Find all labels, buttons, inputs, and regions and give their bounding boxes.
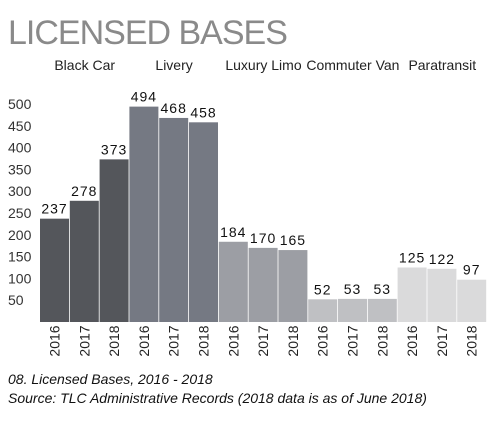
data-label: 53	[374, 281, 392, 297]
y-axis: 50 100 150 200 250 300 350 400 450 500	[8, 96, 32, 308]
data-label: 97	[463, 262, 481, 278]
data-label: 122	[429, 251, 455, 267]
x-tick-label: 2016	[404, 325, 420, 356]
bar	[189, 122, 218, 322]
x-tick-label: 2017	[166, 325, 182, 356]
data-label: 237	[41, 201, 67, 217]
x-tick-label: 2017	[76, 325, 92, 356]
x-tick-label: 2016	[136, 325, 152, 356]
bar	[397, 267, 427, 322]
bar	[457, 279, 487, 322]
y-tick-label: 300	[8, 183, 32, 199]
x-tick-label: 2016	[47, 325, 63, 356]
x-tick-label: 2017	[434, 325, 450, 356]
x-tick-label: 2018	[196, 325, 212, 356]
bar	[99, 159, 129, 322]
x-tick-label: 2018	[374, 325, 390, 356]
bar	[308, 299, 338, 322]
group-label: Paratransit	[408, 57, 476, 73]
x-tick-label: 2016	[225, 325, 241, 356]
group-label: Black Car	[54, 57, 115, 73]
x-tick-label: 2018	[464, 325, 480, 356]
bar	[40, 218, 69, 322]
data-label: 468	[161, 100, 187, 116]
y-tick-label: 250	[8, 205, 32, 221]
bars	[40, 106, 487, 323]
y-tick-label: 400	[8, 140, 32, 156]
y-tick-label: 150	[8, 249, 32, 265]
data-label: 494	[131, 89, 157, 105]
source-note: Source: TLC Administrative Records (2018…	[8, 390, 427, 406]
y-tick-label: 200	[8, 227, 32, 243]
y-tick-label: 350	[8, 161, 32, 177]
data-label: 170	[250, 230, 276, 246]
data-label: 165	[280, 232, 306, 248]
bar	[129, 106, 159, 322]
bar	[248, 247, 278, 322]
x-tick-label: 2016	[315, 325, 331, 356]
bar	[427, 268, 457, 322]
x-tick-label: 2017	[345, 325, 361, 356]
data-label: 53	[344, 281, 362, 297]
y-tick-label: 500	[8, 96, 32, 112]
bar	[159, 117, 189, 323]
group-label: Luxury Limo	[225, 57, 301, 73]
y-tick-label: 50	[8, 292, 24, 308]
data-label: 52	[314, 281, 332, 297]
x-axis: 2016 2017 2018 2016 2017 2018 2016 2017 2018 2016…	[47, 325, 480, 356]
bar	[69, 200, 99, 322]
figure-caption: 08. Licensed Bases, 2016 - 2018	[8, 371, 213, 387]
group-label: Commuter Van	[306, 57, 399, 73]
y-tick-label: 100	[8, 270, 32, 286]
data-label: 373	[101, 141, 127, 157]
data-label: 458	[190, 104, 216, 120]
bar	[218, 241, 248, 322]
bar	[278, 250, 308, 322]
bar	[367, 298, 397, 322]
x-tick-label: 2018	[285, 325, 301, 356]
x-tick-label: 2018	[106, 325, 122, 356]
group-label: Livery	[155, 57, 192, 73]
bar	[338, 298, 367, 322]
y-tick-label: 450	[8, 118, 32, 134]
chart-title: LICENSED BASES	[8, 14, 287, 52]
group-labels: Black Car Livery Luxury Limo Commuter Van Pa…	[54, 57, 476, 73]
x-tick-label: 2017	[255, 325, 271, 356]
data-label: 125	[399, 250, 425, 266]
data-label: 184	[220, 224, 246, 240]
data-label: 278	[71, 183, 97, 199]
